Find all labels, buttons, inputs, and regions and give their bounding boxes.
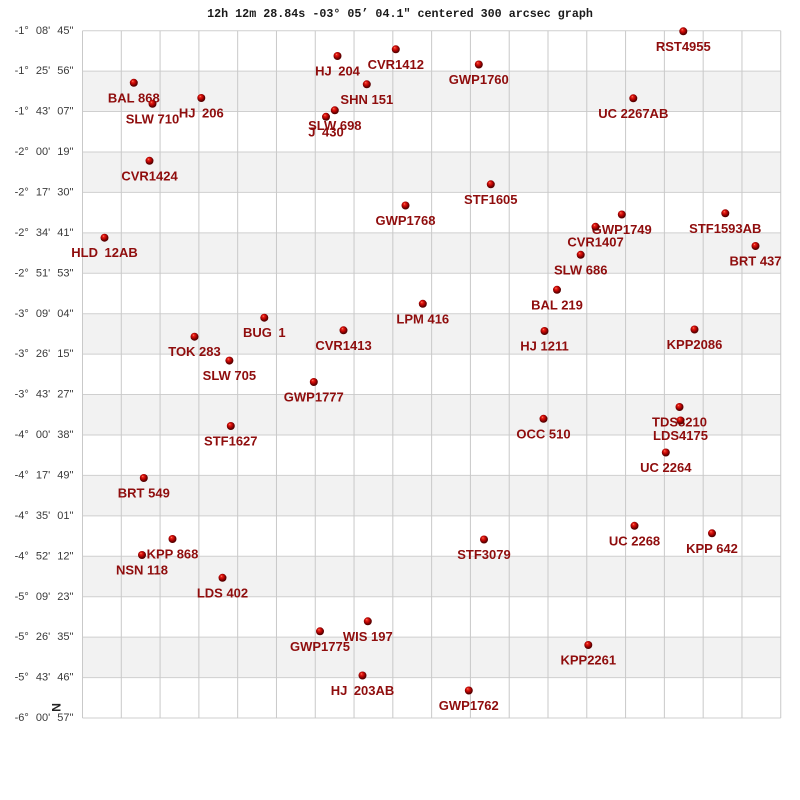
svg-text:-2° 51' 53": -2° 51' 53" (15, 267, 74, 279)
svg-text:HJ 206: HJ 206 (179, 106, 224, 121)
svg-text:KPP2086: KPP2086 (667, 337, 723, 352)
svg-text:GWP1762: GWP1762 (439, 698, 499, 713)
svg-text:J 430: J 430 (308, 124, 343, 139)
svg-text:KPP2261: KPP2261 (560, 653, 616, 668)
svg-text:-5° 43' 46": -5° 43' 46" (15, 672, 74, 684)
svg-text:TOK 283: TOK 283 (168, 344, 221, 359)
svg-text:12h 12m 28.84s -03° 05’ 04.1": 12h 12m 28.84s -03° 05’ 04.1" centered 3… (207, 7, 593, 21)
svg-text:-3° 43' 27": -3° 43' 27" (15, 389, 74, 401)
svg-text:GWP1775: GWP1775 (290, 639, 350, 654)
svg-text:CVR1413: CVR1413 (315, 338, 371, 353)
svg-text:UC 2268: UC 2268 (609, 533, 660, 548)
svg-text:STF3079: STF3079 (457, 547, 510, 562)
svg-text:UC 2264: UC 2264 (640, 460, 692, 475)
svg-text:-1° 08' 45": -1° 08' 45" (15, 25, 74, 37)
svg-text:HJ 204: HJ 204 (315, 64, 361, 79)
svg-text:GWP1749: GWP1749 (592, 222, 652, 237)
svg-text:HLD 12AB: HLD 12AB (71, 245, 137, 260)
svg-text:BAL 219: BAL 219 (531, 297, 583, 312)
svg-text:BUG 1: BUG 1 (243, 325, 286, 340)
svg-text:-1° 43' 07": -1° 43' 07" (15, 106, 74, 118)
svg-text:BRT 549: BRT 549 (118, 486, 170, 501)
svg-text:CVR1412: CVR1412 (368, 57, 424, 72)
svg-text:-2° 17' 30": -2° 17' 30" (15, 187, 74, 199)
svg-text:LDS4175: LDS4175 (653, 428, 708, 443)
svg-text:-5° 26' 35": -5° 26' 35" (15, 631, 74, 643)
svg-text:SHN 151: SHN 151 (340, 92, 393, 107)
svg-text:-4° 35' 01": -4° 35' 01" (15, 510, 74, 522)
svg-text:-2° 34' 41": -2° 34' 41" (15, 227, 74, 239)
svg-text:GWP1777: GWP1777 (284, 390, 344, 405)
svg-text:HJ 203AB: HJ 203AB (331, 683, 395, 698)
svg-text:-3° 26' 15": -3° 26' 15" (15, 348, 74, 360)
svg-text:STF1605: STF1605 (464, 192, 517, 207)
svg-text:LPM 416: LPM 416 (396, 311, 449, 326)
svg-text:BAL 868: BAL 868 (108, 90, 160, 105)
svg-text:LDS 402: LDS 402 (197, 585, 248, 600)
svg-text:-4° 00' 38": -4° 00' 38" (15, 429, 74, 441)
svg-text:WIS 197: WIS 197 (343, 629, 393, 644)
svg-text:SLW 710: SLW 710 (126, 111, 179, 126)
svg-text:OCC 510: OCC 510 (516, 426, 570, 441)
svg-text:STF1627: STF1627 (204, 434, 257, 449)
svg-text:STF1593AB: STF1593AB (689, 221, 761, 236)
svg-text:-5° 09' 23": -5° 09' 23" (15, 591, 74, 603)
svg-text:UC 2267AB: UC 2267AB (598, 106, 668, 121)
svg-text:-4° 52' 12": -4° 52' 12" (15, 550, 74, 562)
svg-text:KPP 868: KPP 868 (147, 547, 199, 562)
svg-text:SLW 698: SLW 698 (308, 118, 361, 133)
svg-text:N: N (49, 703, 63, 712)
svg-text:NSN 118: NSN 118 (116, 563, 168, 578)
svg-text:GWP1768: GWP1768 (376, 213, 436, 228)
svg-text:CVR1424: CVR1424 (121, 168, 178, 183)
svg-text:-3° 09' 04": -3° 09' 04" (15, 308, 74, 320)
svg-text:SLW 686: SLW 686 (554, 262, 607, 277)
svg-text:GWP1760: GWP1760 (449, 72, 509, 87)
svg-text:SLW 705: SLW 705 (203, 368, 256, 383)
svg-text:KPP 642: KPP 642 (686, 541, 738, 556)
svg-text:-1° 25' 56": -1° 25' 56" (15, 65, 74, 77)
svg-text:HJ 1211: HJ 1211 (520, 339, 568, 354)
svg-text:RST4955: RST4955 (656, 39, 711, 54)
svg-text:BRT 437: BRT 437 (729, 254, 781, 269)
svg-text:-6° 00' 57": -6° 00' 57" (15, 712, 74, 724)
svg-text:CVR1407: CVR1407 (567, 234, 623, 249)
svg-text:-4° 17' 49": -4° 17' 49" (15, 470, 74, 482)
svg-text:-2° 00' 19": -2° 00' 19" (15, 146, 74, 158)
